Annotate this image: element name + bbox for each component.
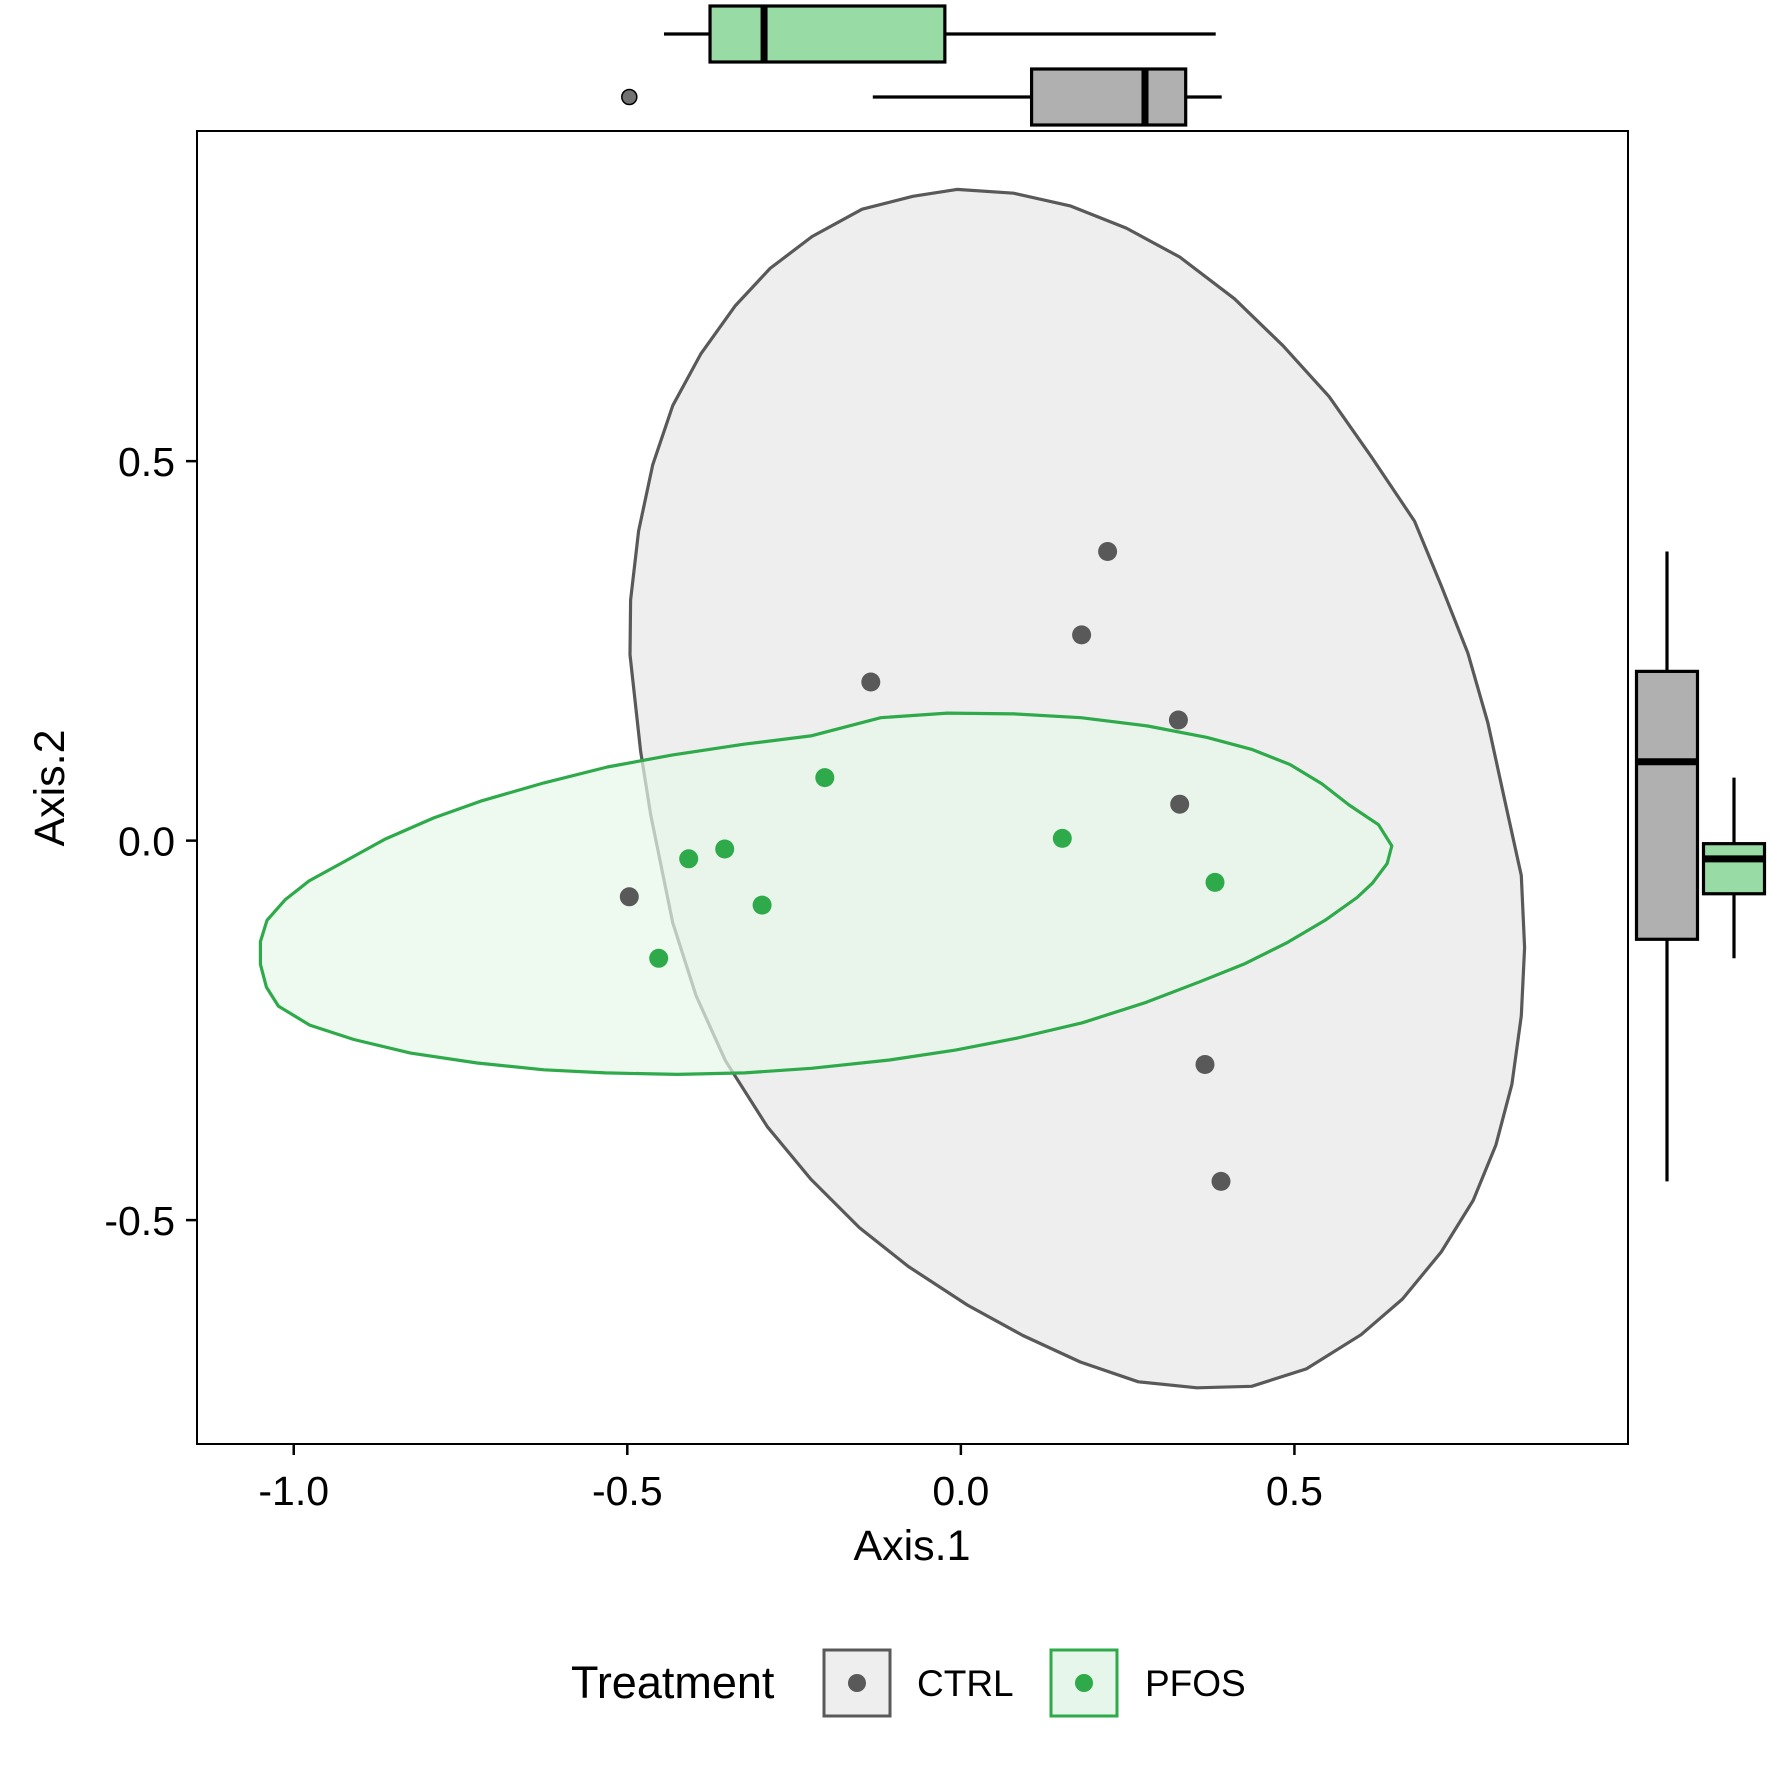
point-ctrl-2 [861, 672, 881, 692]
legend-item-ctrl: CTRL [822, 1648, 1014, 1718]
y-axis: -0.5 0.0 0.5 [104, 439, 197, 1244]
point-ctrl-3 [1072, 625, 1092, 645]
point-pfos-6 [1052, 828, 1072, 848]
point-pfos-5 [815, 768, 835, 788]
y-tick-label: 0.0 [118, 819, 175, 865]
point-ctrl-7 [1195, 1055, 1215, 1074]
ellipse-pfos [258, 711, 1394, 1076]
panel-border [196, 130, 1629, 1445]
point-pfos-2 [679, 849, 699, 869]
y-tick-label: -0.5 [104, 1198, 175, 1244]
point-ctrl-5 [1168, 710, 1188, 730]
x-box-ctrl [1029, 67, 1188, 127]
point-ctrl-4 [1098, 542, 1118, 561]
x-tick-label: -1.0 [258, 1468, 329, 1514]
confidence-ellipses [258, 187, 1527, 1390]
legend-title: Treatment [571, 1657, 775, 1708]
y-box-pfos [1701, 842, 1767, 896]
point-ctrl-1 [619, 887, 639, 907]
legend-label-pfos: PFOS [1145, 1663, 1246, 1704]
point-pfos-4 [752, 895, 772, 915]
x-tick-label: 0.5 [1266, 1468, 1323, 1514]
marginal-boxplots-x [621, 4, 1222, 127]
x-axis-title: Axis.1 [853, 1522, 970, 1570]
legend-key-pfos-dot [1075, 1674, 1093, 1692]
y-box-ctrl [1634, 669, 1700, 941]
point-ctrl-8 [1211, 1171, 1231, 1191]
scatter-points [619, 542, 1231, 1191]
x-box-outlier-ctrl [621, 88, 638, 106]
x-axis: -1.0 -0.5 0.0 0.5 [258, 1444, 1323, 1514]
marginal-boxplots-y [1634, 551, 1767, 1182]
legend-label-ctrl: CTRL [917, 1663, 1014, 1704]
y-tick-label: 0.5 [118, 439, 175, 485]
point-pfos-3 [715, 839, 735, 859]
x-box-pfos [708, 4, 947, 64]
x-tick-label: 0.0 [932, 1468, 989, 1514]
point-pfos-1 [649, 948, 669, 968]
point-ctrl-6 [1170, 794, 1190, 814]
legend: Treatment CTRL PFOS [571, 1648, 1246, 1718]
x-tick-label: -0.5 [592, 1468, 663, 1514]
point-pfos-7 [1205, 872, 1225, 892]
legend-key-ctrl-dot [848, 1674, 866, 1692]
plot-area [196, 130, 1629, 1445]
legend-item-pfos: PFOS [1049, 1648, 1246, 1718]
y-axis-title: Axis.2 [26, 729, 74, 846]
legend-key-ctrl [822, 1648, 892, 1718]
